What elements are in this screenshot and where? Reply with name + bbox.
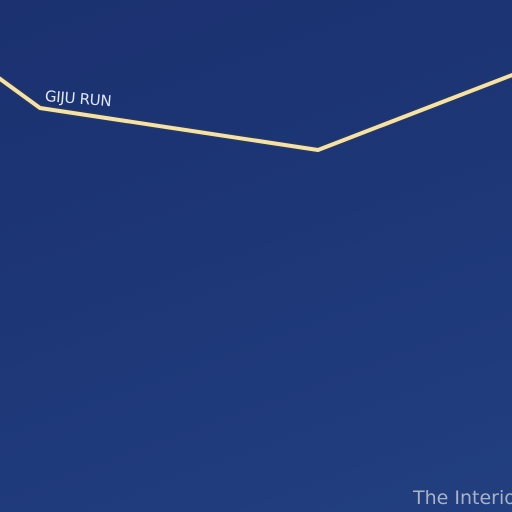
- region-label: The Interio: [413, 487, 512, 509]
- road-giju-run[interactable]: [0, 72, 512, 152]
- road-casing: [0, 71, 512, 154]
